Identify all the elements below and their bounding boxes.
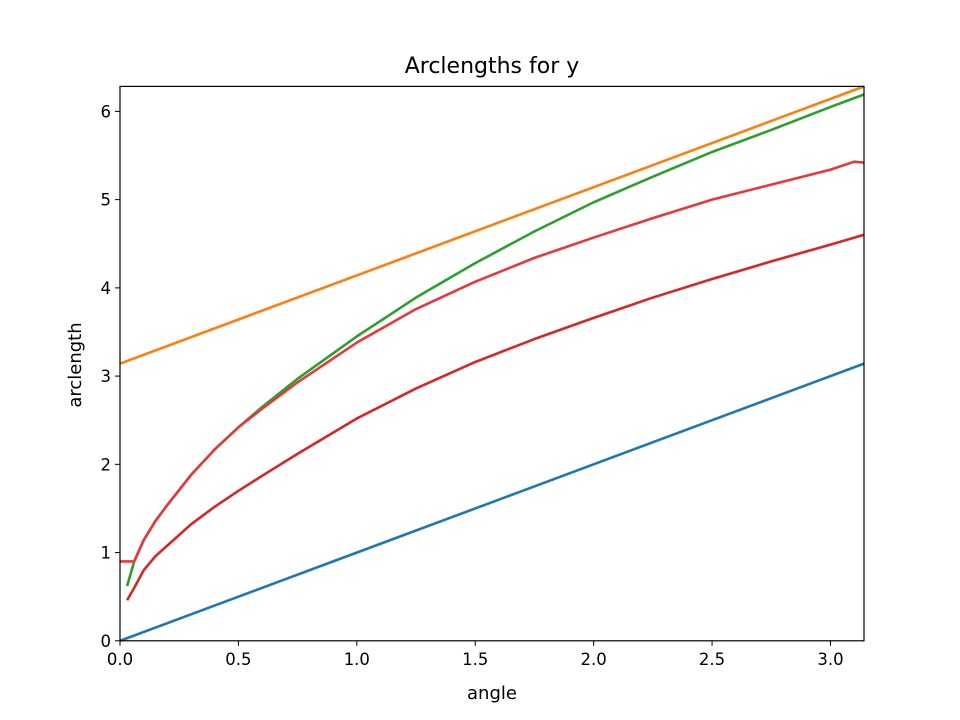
y-tick-label: 6 [101, 102, 112, 121]
x-axis-label: angle [467, 683, 517, 704]
x-tick-label: 1.5 [462, 650, 488, 669]
y-tick-label: 5 [101, 191, 112, 210]
plot-frame [119, 85, 865, 642]
x-tick-label: 1.0 [344, 650, 370, 669]
chart-title: Arclengths for y [405, 54, 580, 79]
y-tick-label: 2 [101, 455, 112, 474]
x-tick-label: 2.5 [699, 650, 725, 669]
series-line-1 [120, 362, 865, 643]
x-axis: 0.0 0.5 1.0 1.5 2.0 2.5 3.0 [107, 640, 844, 669]
y-axis: 0 1 2 3 4 5 6 [101, 102, 120, 651]
series-line-3 [125, 93, 865, 587]
x-tick-label: 2.0 [581, 650, 607, 669]
plot-area [120, 85, 865, 643]
x-tick-label: 0.0 [107, 650, 133, 669]
y-tick-label: 0 [101, 632, 112, 651]
series-line-4 [120, 160, 864, 563]
x-tick-label: 3.0 [817, 650, 843, 669]
series-line-5 [125, 233, 864, 601]
x-tick-label: 0.5 [225, 650, 251, 669]
y-tick-label: 4 [101, 279, 112, 298]
y-tick-label: 1 [101, 544, 112, 563]
y-tick-label: 3 [101, 367, 112, 386]
y-axis-label: arclength [65, 322, 86, 407]
series-line-2 [120, 85, 865, 365]
